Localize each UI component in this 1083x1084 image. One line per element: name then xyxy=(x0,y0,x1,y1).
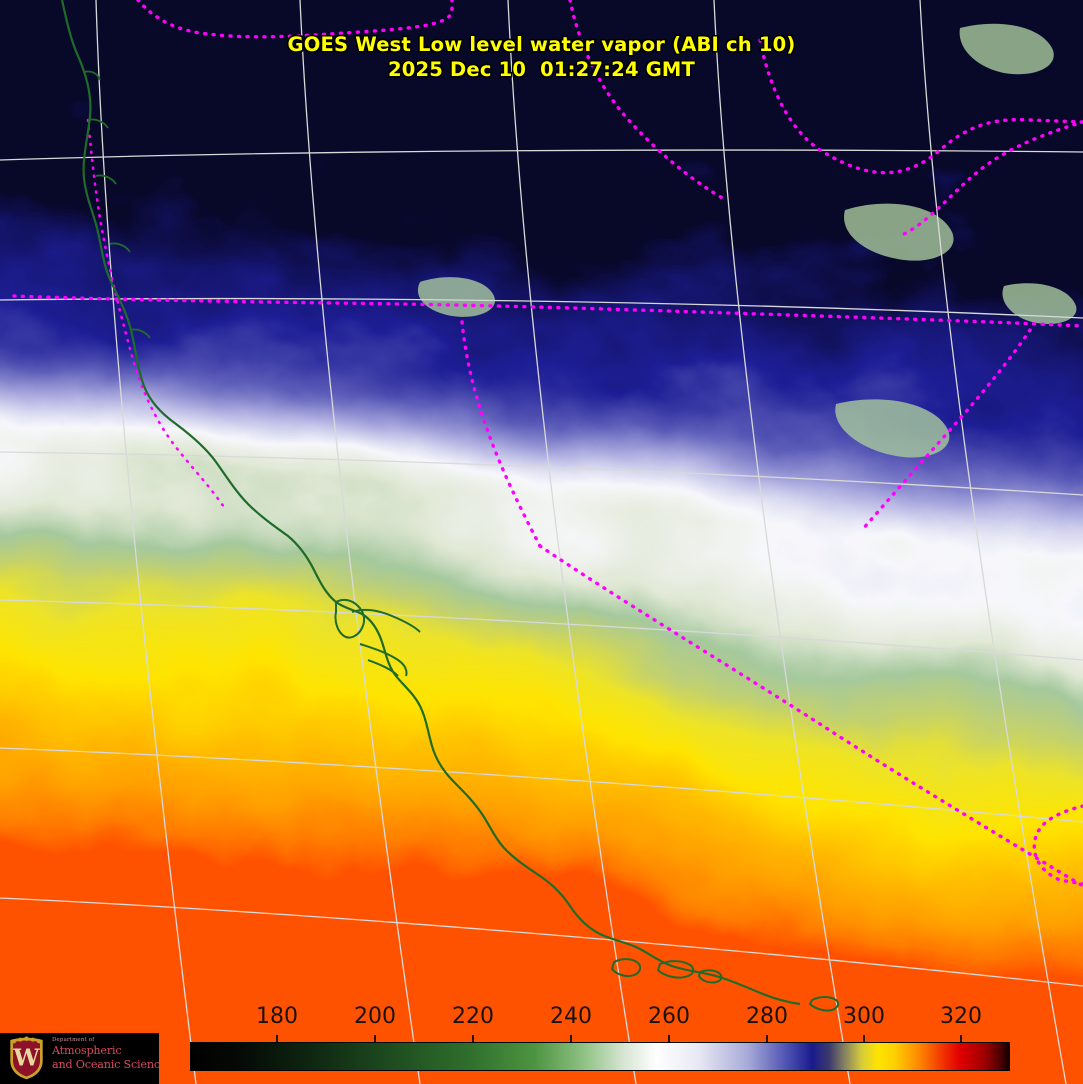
coastline-island xyxy=(697,969,723,984)
state-border xyxy=(758,38,1083,175)
gridline-parallel xyxy=(0,451,1083,496)
gridline-meridian xyxy=(299,0,421,1084)
gridline-meridian xyxy=(713,0,851,1084)
coastline-bay-detail xyxy=(359,643,408,677)
colorbar-tick-mark xyxy=(472,1035,474,1046)
coastline-bay-detail xyxy=(334,598,366,639)
gridline-meridian xyxy=(919,0,1067,1084)
colorbar-tick-label: 300 xyxy=(843,1004,885,1029)
coastline-inlet xyxy=(87,118,109,129)
cloud-top-patch xyxy=(1002,283,1077,325)
colorbar-tick-mark xyxy=(863,1035,865,1046)
coastline-island xyxy=(610,958,642,978)
logo-text-block: Department of Atmospheric and Oceanic Sc… xyxy=(52,1037,159,1071)
colorbar-tick-mark xyxy=(668,1035,670,1046)
state-border xyxy=(538,544,1083,888)
coastline-mainland xyxy=(60,0,801,1006)
colorbar-tick-marks xyxy=(0,1035,1083,1046)
logo-name-line-2: and Oceanic Sciences xyxy=(52,1057,159,1071)
colorbar-tick-label: 320 xyxy=(940,1004,982,1029)
coastline-inlet xyxy=(83,70,101,81)
gridline-meridian xyxy=(507,0,637,1084)
coastline-bay-detail xyxy=(351,608,421,633)
coastline-inlet xyxy=(95,174,117,185)
cloud-top-patch xyxy=(959,23,1054,75)
coastline-inlet xyxy=(109,242,131,253)
colorbar-tick-mark xyxy=(374,1035,376,1046)
colorbar-tick-label: 260 xyxy=(648,1004,690,1029)
state-border xyxy=(12,294,1083,328)
colorbar-gradient xyxy=(191,1043,1009,1070)
colorbar: 180 200 220 240 260 280 300 320 xyxy=(0,1004,1083,1084)
gridline-parallel xyxy=(0,297,1083,319)
uw-aos-logo: W Department of Atmospheric and Oceanic … xyxy=(0,1033,159,1084)
colorbar-tick-mark xyxy=(276,1035,278,1046)
gridline-parallel xyxy=(0,149,1083,161)
coastline-inlet xyxy=(129,328,151,339)
colorbar-tick-label: 180 xyxy=(256,1004,298,1029)
state-border xyxy=(860,328,1032,532)
coastline-island xyxy=(656,960,695,979)
coastline-bay-detail xyxy=(367,659,399,677)
logo-name-line-1: Atmospheric xyxy=(52,1044,122,1057)
coastline xyxy=(60,0,840,1012)
colorbar-tick-label: 200 xyxy=(354,1004,396,1029)
colorbar-tick-mark xyxy=(570,1035,572,1046)
colorbar-tick-mark xyxy=(766,1035,768,1046)
colorbar-tick-label: 220 xyxy=(452,1004,494,1029)
logo-department-line: Department of xyxy=(52,1037,95,1043)
cloud-top-patch xyxy=(835,399,950,458)
gridline-parallel xyxy=(0,897,1083,987)
colorbar-tick-mark xyxy=(960,1035,962,1046)
colorbar-tick-label: 280 xyxy=(746,1004,788,1029)
gridline-meridian xyxy=(95,0,197,1084)
political-borders xyxy=(12,0,1083,888)
colorbar-tick-labels: 180 200 220 240 260 280 300 320 xyxy=(0,1004,1083,1034)
uw-crest-icon: W xyxy=(10,1036,43,1080)
coastline-island xyxy=(808,996,840,1012)
gridline-parallel xyxy=(0,599,1083,661)
svg-text:W: W xyxy=(12,1044,40,1072)
state-border xyxy=(1032,804,1083,886)
gridline-parallel xyxy=(0,747,1083,823)
state-border xyxy=(898,120,1083,238)
state-border xyxy=(136,0,454,39)
colorbar-gradient-bar xyxy=(190,1042,1010,1071)
cloud-top-patch xyxy=(417,277,495,317)
state-border xyxy=(460,320,542,548)
colorbar-tick-label: 240 xyxy=(550,1004,592,1029)
state-border xyxy=(568,0,728,202)
